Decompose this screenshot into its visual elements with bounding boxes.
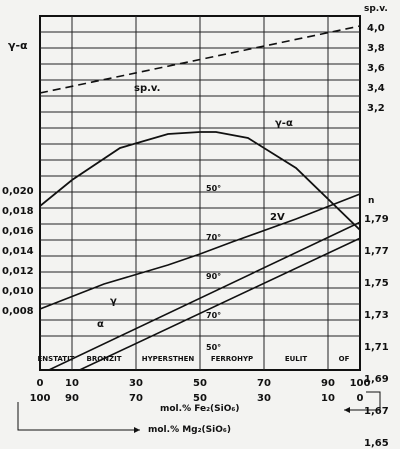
series-line [40, 193, 360, 310]
series-annotation: γ [110, 296, 117, 307]
n-tick-label: 1,67 [364, 406, 389, 417]
n-tick-label: 1,69 [364, 374, 389, 385]
x2-tick-label: 100 [30, 393, 51, 404]
composition-band-enstatit: ENSTATIT [38, 355, 75, 363]
n-tick-label: 1,79 [364, 214, 389, 225]
n-tick-label: 1,71 [364, 342, 389, 353]
composition-band-ferrohyp: FERROHYP [211, 355, 253, 363]
series-line [46, 221, 360, 370]
left-tick-label: 0,008 [2, 306, 34, 317]
x-tick-label: 70 [257, 378, 271, 389]
fe-axis-label: mol.% Fe₂(SiO₆) [160, 404, 239, 414]
angle-tick-label: 50° [206, 343, 221, 352]
mg-arrow [17, 402, 140, 431]
series-annotation: sp.v. [134, 83, 160, 94]
n-tick-label: 1,75 [364, 278, 389, 289]
x2-tick-label: 10 [321, 393, 335, 404]
x-tick-label: 10 [65, 378, 79, 389]
n-tick-label: 1,65 [364, 438, 389, 449]
x-tick-label: 30 [129, 378, 143, 389]
x2-tick-label: 0 [357, 393, 364, 404]
left-tick-label: 0,014 [2, 246, 34, 257]
left-axis-title: γ-α [8, 39, 28, 52]
spv-tick-label: 4,0 [367, 23, 385, 34]
mg-arrow-head [134, 427, 140, 433]
spv-tick-label: 3,2 [367, 103, 385, 114]
left-tick-label: 0,010 [2, 286, 34, 297]
x-tick-label: 90 [321, 378, 335, 389]
fe-arrow [344, 391, 381, 411]
left-tick-label: 0,012 [2, 266, 34, 277]
x2-tick-label: 50 [193, 393, 207, 404]
series-annotation: 2V [270, 212, 285, 223]
series-line [77, 237, 360, 370]
x-tick-label: 100 [350, 378, 371, 389]
n-tick-label: 1,77 [364, 246, 389, 257]
x-tick-label: 50 [193, 378, 207, 389]
spv-tick-label: 3,4 [367, 83, 385, 94]
mg-axis-label: mol.% Mg₂(SiO₆) [148, 425, 231, 435]
x2-tick-label: 70 [129, 393, 143, 404]
composition-band-eulit: EULIT [285, 355, 308, 363]
x2-tick-label: 90 [65, 393, 79, 404]
n-tick-label: 1,73 [364, 310, 389, 321]
spv-tick-label: 3,6 [367, 63, 385, 74]
left-tick-label: 0,016 [2, 226, 34, 237]
composition-band-hypersthen: HYPERSTHEN [142, 355, 195, 363]
x-tick-label: 0 [37, 378, 44, 389]
angle-tick-label: 50° [206, 184, 221, 193]
series-line [40, 25, 360, 94]
spv-tick-label: 3,8 [367, 43, 385, 54]
series-annotation: γ-α [275, 118, 293, 129]
n-axis-title: n [368, 196, 374, 206]
angle-tick-label: 70° [206, 233, 221, 242]
composition-band-of: OF [339, 355, 350, 363]
angle-tick-label: 70° [206, 311, 221, 320]
series-layer [40, 25, 360, 370]
series-2v-curve [40, 131, 360, 231]
x2-tick-label: 30 [257, 393, 271, 404]
angle-tick-label: 90° [206, 272, 221, 281]
series-annotation: α [97, 319, 104, 330]
left-tick-label: 0,020 [2, 186, 34, 197]
left-tick-label: 0,018 [2, 206, 34, 217]
spv-axis-title: sp.v. [364, 4, 388, 14]
fe-arrow-head [344, 407, 350, 413]
